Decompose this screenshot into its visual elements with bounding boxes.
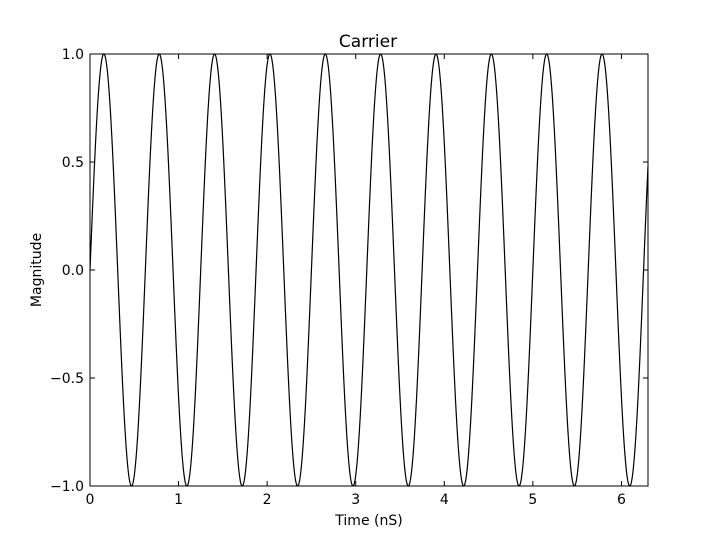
y-tick-label: 1.0 <box>62 47 84 63</box>
x-tick-label: 5 <box>528 492 537 508</box>
series-line-carrier <box>89 53 649 487</box>
y-tick-label: 0.5 <box>62 155 84 171</box>
x-axis-label: Time (nS) <box>334 513 402 529</box>
x-tick-label: 6 <box>617 492 626 508</box>
y-tick-label: 0.0 <box>62 263 84 279</box>
x-tick-label: 2 <box>263 492 272 508</box>
x-tick-label: 1 <box>174 492 183 508</box>
x-tick-label: 0 <box>86 492 95 508</box>
y-tick-label: −0.5 <box>50 371 84 387</box>
x-axis: 0 1 2 3 4 5 6 <box>86 54 626 508</box>
chart-title: Carrier <box>339 32 397 52</box>
y-tick-label: −1.0 <box>50 479 84 495</box>
x-tick-label: 4 <box>440 492 449 508</box>
x-tick-label: 3 <box>351 492 360 508</box>
y-axis: 1.0 0.5 0.0 −0.5 −1.0 <box>50 47 648 495</box>
y-axis-label: Magnitude <box>29 233 45 307</box>
